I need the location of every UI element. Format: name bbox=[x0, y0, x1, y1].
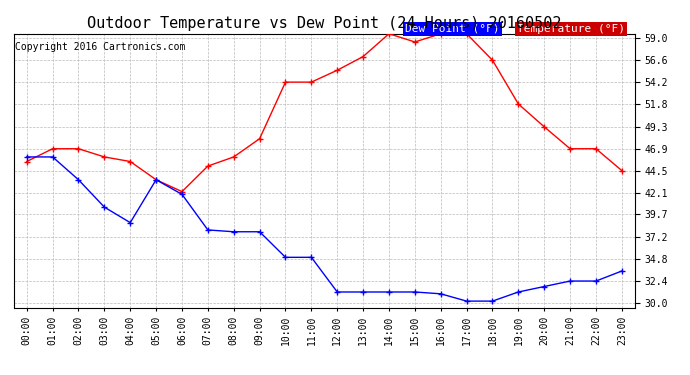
Text: Dew Point (°F): Dew Point (°F) bbox=[405, 24, 500, 34]
Title: Outdoor Temperature vs Dew Point (24 Hours) 20160502: Outdoor Temperature vs Dew Point (24 Hou… bbox=[87, 16, 562, 31]
Text: Temperature (°F): Temperature (°F) bbox=[517, 24, 625, 34]
Text: Copyright 2016 Cartronics.com: Copyright 2016 Cartronics.com bbox=[15, 42, 186, 52]
